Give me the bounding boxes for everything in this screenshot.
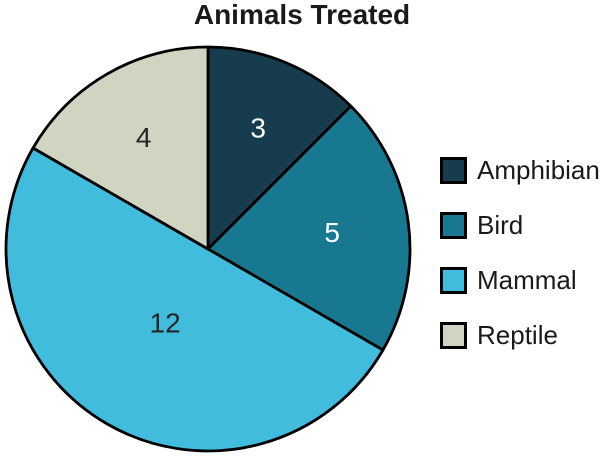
legend-item-bird: Bird xyxy=(440,212,600,239)
legend-swatch-bird xyxy=(440,212,467,239)
legend-label-bird: Bird xyxy=(477,210,524,240)
pie-slices-group xyxy=(4,45,412,453)
pie-slice-bird xyxy=(206,104,412,352)
legend: Amphibian Bird Mammal Reptile xyxy=(440,157,600,377)
pie-value-label-reptile: 4 xyxy=(136,122,152,153)
legend-label-amphibian: Amphibian xyxy=(477,155,600,185)
legend-swatch-mammal xyxy=(440,267,467,294)
legend-item-reptile: Reptile xyxy=(440,322,600,349)
pie-value-label-bird: 5 xyxy=(324,217,340,248)
legend-item-amphibian: Amphibian xyxy=(440,157,600,184)
pie-value-label-mammal: 12 xyxy=(150,308,181,339)
legend-item-mammal: Mammal xyxy=(440,267,600,294)
pie-value-label-amphibian: 3 xyxy=(250,112,266,143)
pie-slice-reptile xyxy=(31,45,210,251)
legend-label-reptile: Reptile xyxy=(477,320,558,350)
chart-title: Animals Treated xyxy=(193,0,411,30)
legend-swatch-reptile xyxy=(440,322,467,349)
pie-labels-group: 3 5 12 4 xyxy=(136,112,340,338)
pie-slice-mammal xyxy=(4,146,385,453)
legend-label-mammal: Mammal xyxy=(477,265,577,295)
legend-swatch-amphibian xyxy=(440,157,467,184)
pie-slice-amphibian xyxy=(206,45,353,251)
